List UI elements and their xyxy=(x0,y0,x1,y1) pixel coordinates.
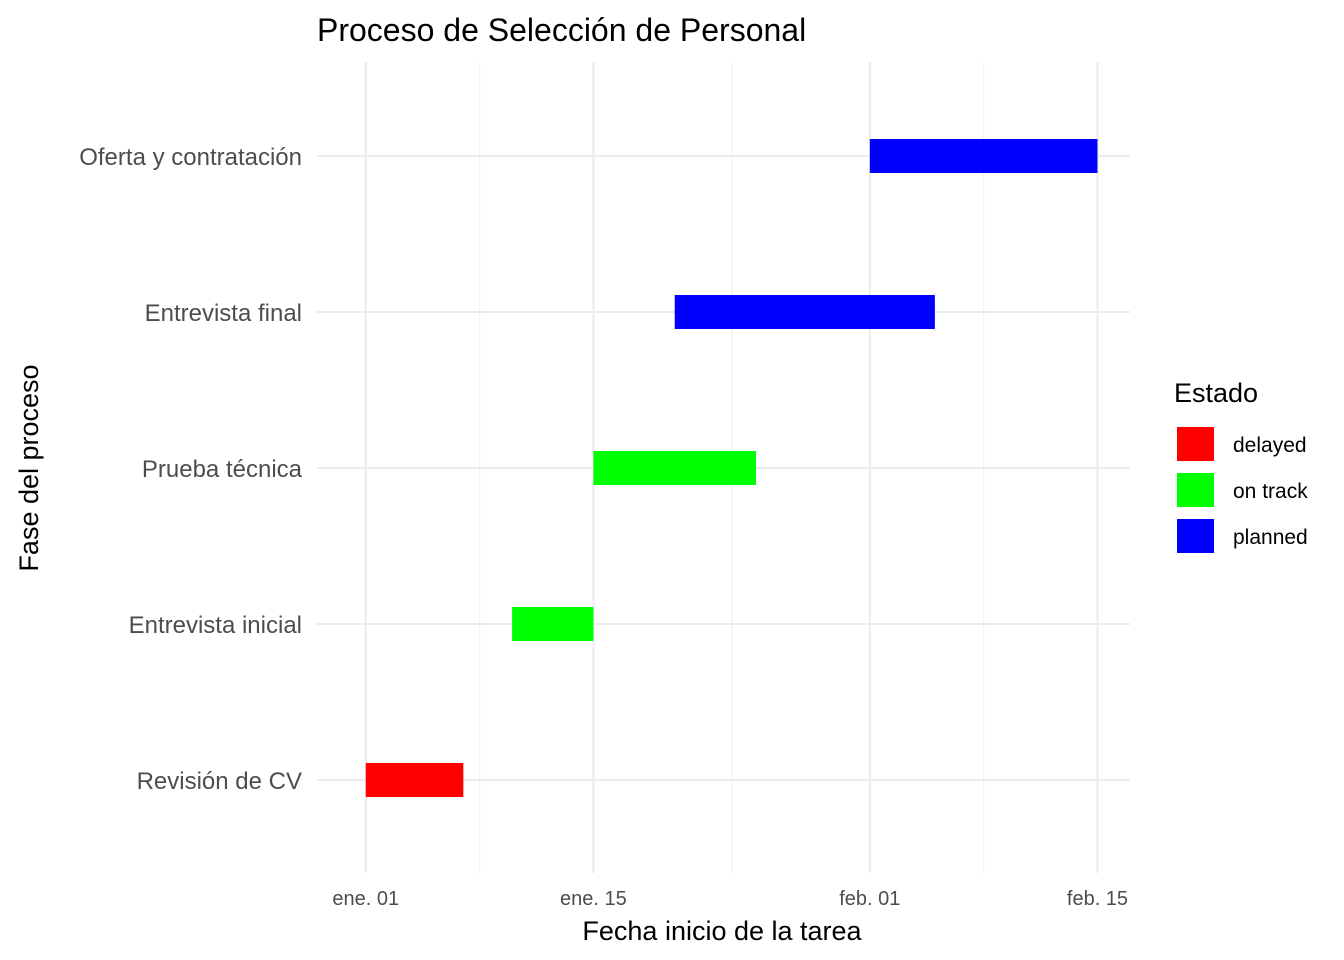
task-bar xyxy=(512,607,594,641)
task-bar xyxy=(869,139,1098,173)
legend-swatch xyxy=(1177,427,1214,461)
y-tick-label: Oferta y contratación xyxy=(79,144,302,171)
legend: Estado delayed on track planned xyxy=(1174,378,1308,553)
x-axis-tick-labels: ene. 01 ene. 15 feb. 01 feb. 15 xyxy=(332,888,1128,910)
task-bar xyxy=(365,763,464,797)
grid-lines xyxy=(317,62,1130,873)
x-tick-label: ene. 01 xyxy=(332,888,399,910)
x-tick-label: ene. 15 xyxy=(560,888,627,910)
legend-swatch xyxy=(1177,519,1214,553)
chart-title: Proceso de Selección de Personal xyxy=(317,12,806,48)
legend-title: Estado xyxy=(1174,378,1258,408)
task-bar xyxy=(674,295,935,329)
x-axis-title: Fecha inicio de la tarea xyxy=(582,916,862,946)
x-tick-label: feb. 01 xyxy=(839,888,900,910)
legend-label: planned xyxy=(1233,526,1308,549)
task-bars xyxy=(365,139,1098,797)
legend-label: delayed xyxy=(1233,434,1307,457)
y-tick-label: Entrevista final xyxy=(145,300,302,327)
y-tick-label: Prueba técnica xyxy=(142,456,303,483)
y-axis-tick-labels: Revisión de CV Entrevista inicial Prueba t… xyxy=(79,144,302,795)
y-tick-label: Entrevista inicial xyxy=(129,612,302,639)
x-tick-label: feb. 15 xyxy=(1067,888,1128,910)
y-axis-title: Fase del proceso xyxy=(14,364,44,571)
legend-swatch xyxy=(1177,473,1214,507)
y-tick-label: Revisión de CV xyxy=(137,768,302,795)
legend-label: on track xyxy=(1233,480,1308,503)
task-bar xyxy=(593,451,757,485)
